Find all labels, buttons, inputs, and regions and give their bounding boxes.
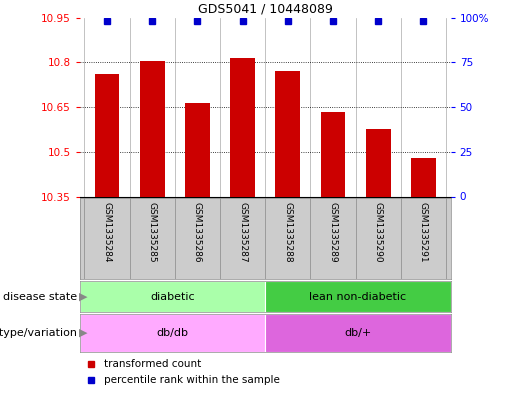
Bar bbox=[411, 158, 436, 196]
Bar bbox=[265, 281, 451, 312]
Text: db/db: db/db bbox=[157, 328, 188, 338]
Text: transformed count: transformed count bbox=[104, 359, 201, 369]
Text: GSM1335285: GSM1335285 bbox=[148, 202, 157, 263]
Bar bbox=[80, 314, 265, 352]
Text: GSM1335287: GSM1335287 bbox=[238, 202, 247, 263]
Bar bbox=[230, 58, 255, 196]
Text: GSM1335286: GSM1335286 bbox=[193, 202, 202, 263]
Bar bbox=[265, 314, 451, 352]
Text: percentile rank within the sample: percentile rank within the sample bbox=[104, 375, 280, 385]
Title: GDS5041 / 10448089: GDS5041 / 10448089 bbox=[198, 2, 333, 15]
Bar bbox=[321, 112, 346, 196]
Text: GSM1335291: GSM1335291 bbox=[419, 202, 428, 263]
Text: genotype/variation: genotype/variation bbox=[0, 328, 77, 338]
Text: ▶: ▶ bbox=[79, 328, 88, 338]
Text: lean non-diabetic: lean non-diabetic bbox=[310, 292, 406, 302]
Bar bbox=[95, 74, 119, 196]
Bar bbox=[140, 61, 165, 196]
Text: db/+: db/+ bbox=[345, 328, 371, 338]
Bar bbox=[185, 103, 210, 196]
Bar bbox=[80, 281, 265, 312]
Text: diabetic: diabetic bbox=[150, 292, 195, 302]
Text: GSM1335288: GSM1335288 bbox=[283, 202, 293, 263]
Text: ▶: ▶ bbox=[79, 292, 88, 302]
Text: GSM1335289: GSM1335289 bbox=[329, 202, 337, 263]
Text: GSM1335290: GSM1335290 bbox=[374, 202, 383, 263]
Bar bbox=[366, 129, 391, 196]
Bar bbox=[276, 72, 300, 196]
Text: GSM1335284: GSM1335284 bbox=[102, 202, 111, 263]
Text: disease state: disease state bbox=[3, 292, 77, 302]
